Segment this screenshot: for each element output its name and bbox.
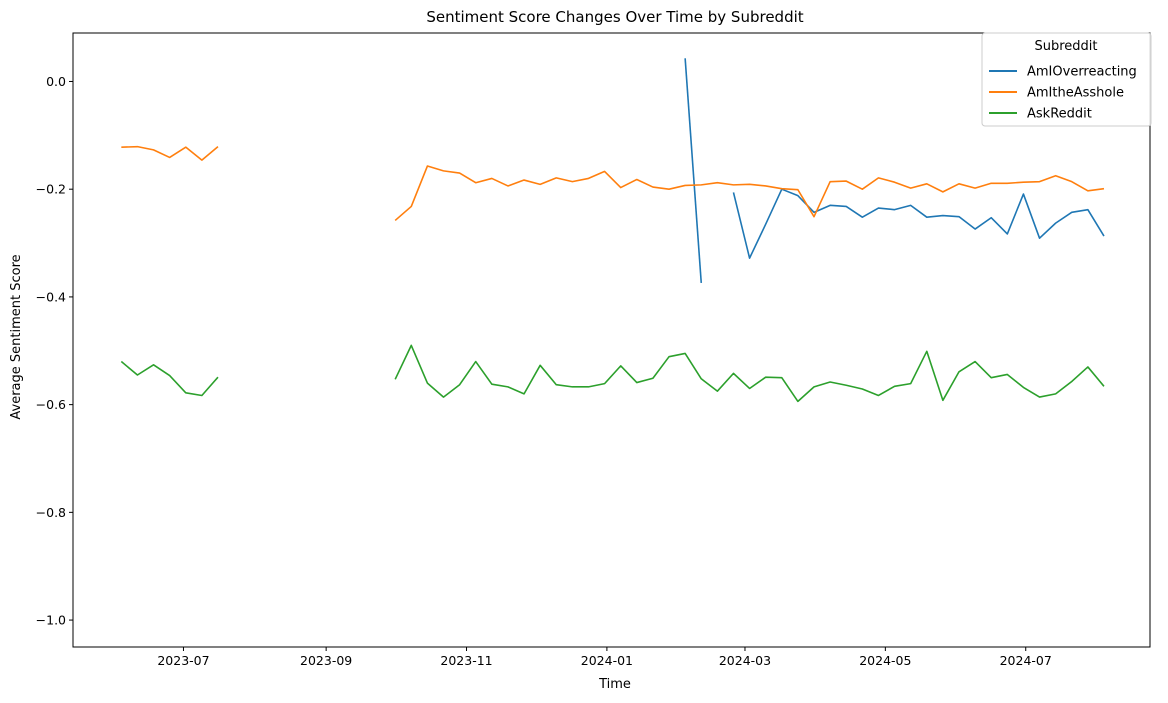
y-tick-label: −0.8	[36, 505, 66, 520]
y-tick-label: −1.0	[36, 613, 66, 628]
legend-box	[981, 32, 1152, 127]
legend: Subreddit AmIOverreacting AmItheAsshole As…	[981, 32, 1152, 127]
series-amioverreacting	[684, 58, 1105, 283]
series-line	[394, 344, 1105, 403]
series-askreddit	[120, 344, 1105, 403]
legend-entry-label: AskReddit	[1027, 107, 1092, 122]
y-axis-label: Average Sentiment Score	[9, 254, 24, 419]
legend-title: Subreddit	[1034, 39, 1097, 54]
plot-area	[120, 58, 1105, 403]
x-tick-label: 2023-07	[157, 653, 209, 668]
series-amitheasshole	[121, 145, 1105, 222]
series-line	[394, 165, 1105, 222]
x-axis-label: Time	[598, 677, 631, 692]
chart-title: Sentiment Score Changes Over Time by Sub…	[426, 8, 803, 26]
plot-frame	[72, 32, 1151, 648]
x-tick-label: 2023-09	[300, 653, 352, 668]
y-tick-label: −0.2	[36, 182, 66, 197]
y-tick-label: −0.6	[36, 397, 66, 412]
x-tick-label: 2024-01	[581, 653, 633, 668]
legend-entries: AmIOverreacting AmItheAsshole AskReddit	[989, 65, 1137, 122]
x-tick-label: 2023-11	[440, 653, 492, 668]
legend-entry-label: AmItheAsshole	[1027, 86, 1124, 101]
x-tick-label: 2024-05	[859, 653, 911, 668]
y-tick-label: 0.0	[46, 74, 66, 89]
x-axis: 2023-07 2023-09 2023-11 2024-01 2024-03 2024-…	[157, 647, 1052, 668]
x-tick-label: 2024-03	[719, 653, 771, 668]
y-tick-label: −0.4	[36, 289, 66, 304]
y-axis: 0.0 −0.2 −0.4 −0.6 −0.8 −1.0	[36, 74, 73, 628]
series-line	[732, 188, 1105, 259]
x-tick-label: 2024-07	[1000, 653, 1052, 668]
series-line	[684, 58, 703, 283]
legend-entry-label: AmIOverreacting	[1027, 65, 1137, 80]
series-line	[121, 145, 219, 161]
series-line	[120, 360, 219, 397]
